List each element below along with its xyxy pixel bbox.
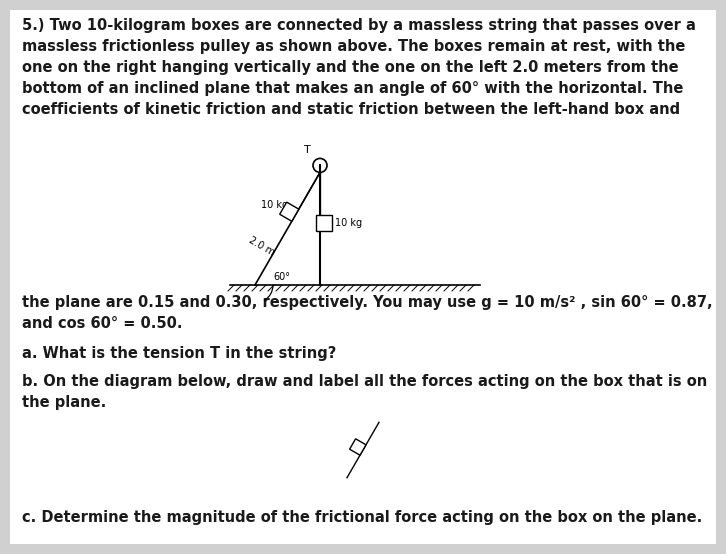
Text: b. On the diagram below, draw and label all the forces acting on the box that is: b. On the diagram below, draw and label … — [22, 374, 707, 410]
Text: the plane are 0.15 and 0.30, respectively. You may use g = 10 m/s² , sin 60° = 0: the plane are 0.15 and 0.30, respectivel… — [22, 295, 713, 331]
Text: 10 kg: 10 kg — [335, 218, 362, 228]
Text: 10 kg: 10 kg — [261, 200, 287, 210]
Text: 5.) Two 10-kilogram boxes are connected by a massless string that passes over a
: 5.) Two 10-kilogram boxes are connected … — [22, 18, 696, 117]
Text: c. Determine the magnitude of the frictional force acting on the box on the plan: c. Determine the magnitude of the fricti… — [22, 510, 702, 525]
Bar — [316, 215, 332, 231]
Text: T: T — [304, 145, 311, 156]
Polygon shape — [350, 439, 366, 455]
Text: 2.0 m: 2.0 m — [248, 235, 277, 258]
Text: a. What is the tension T in the string?: a. What is the tension T in the string? — [22, 346, 336, 361]
Text: 60°: 60° — [273, 272, 290, 282]
Polygon shape — [280, 202, 299, 221]
